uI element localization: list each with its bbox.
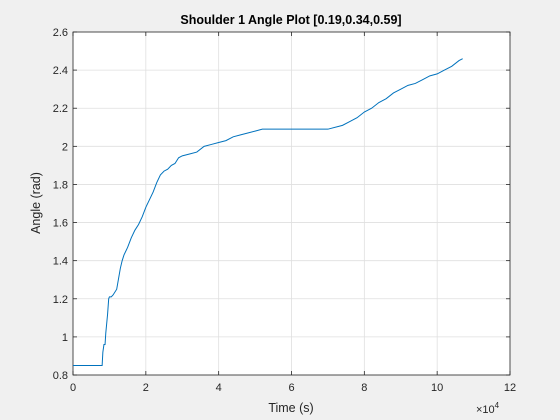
series-line	[73, 58, 463, 366]
axis-ticks	[72, 31, 511, 376]
y-tick-label: 2.2	[53, 103, 68, 115]
x-tick-label: 8	[361, 382, 367, 394]
x-axis-label: Time (s)	[268, 401, 313, 415]
y-tick-label: 0.8	[53, 370, 68, 382]
y-tick-labels: 0.8 1 1.2 1.4 1.6 1.8 2 2.2 2.4 2.6	[53, 27, 68, 382]
y-tick-label: 2.6	[53, 27, 68, 39]
x-tick-label: 12	[504, 382, 516, 394]
x-tick-label: 6	[288, 382, 294, 394]
x-axis-exponent: ×104	[476, 401, 500, 416]
y-tick-label: 1.2	[53, 294, 68, 306]
y-axis-label: Angle (rad)	[29, 172, 43, 234]
x-axis-exponent-power: 4	[495, 401, 500, 410]
y-tick-label: 1	[62, 332, 68, 344]
y-tick-label: 1.8	[53, 179, 68, 191]
x-axis-exponent-base: ×10	[476, 404, 495, 416]
x-tick-label: 0	[70, 382, 76, 394]
x-tick-label: 2	[143, 382, 149, 394]
x-tick-label: 10	[431, 382, 443, 394]
y-tick-label: 2.4	[53, 65, 68, 77]
x-tick-label: 4	[216, 382, 222, 394]
chart-title: Shoulder 1 Angle Plot [0.19,0.34,0.59]	[180, 13, 401, 27]
y-tick-label: 1.6	[53, 218, 68, 230]
y-tick-label: 2	[62, 141, 68, 153]
x-tick-labels: 0 2 4 6 8 10 12	[70, 382, 516, 394]
y-tick-label: 1.4	[53, 256, 68, 268]
